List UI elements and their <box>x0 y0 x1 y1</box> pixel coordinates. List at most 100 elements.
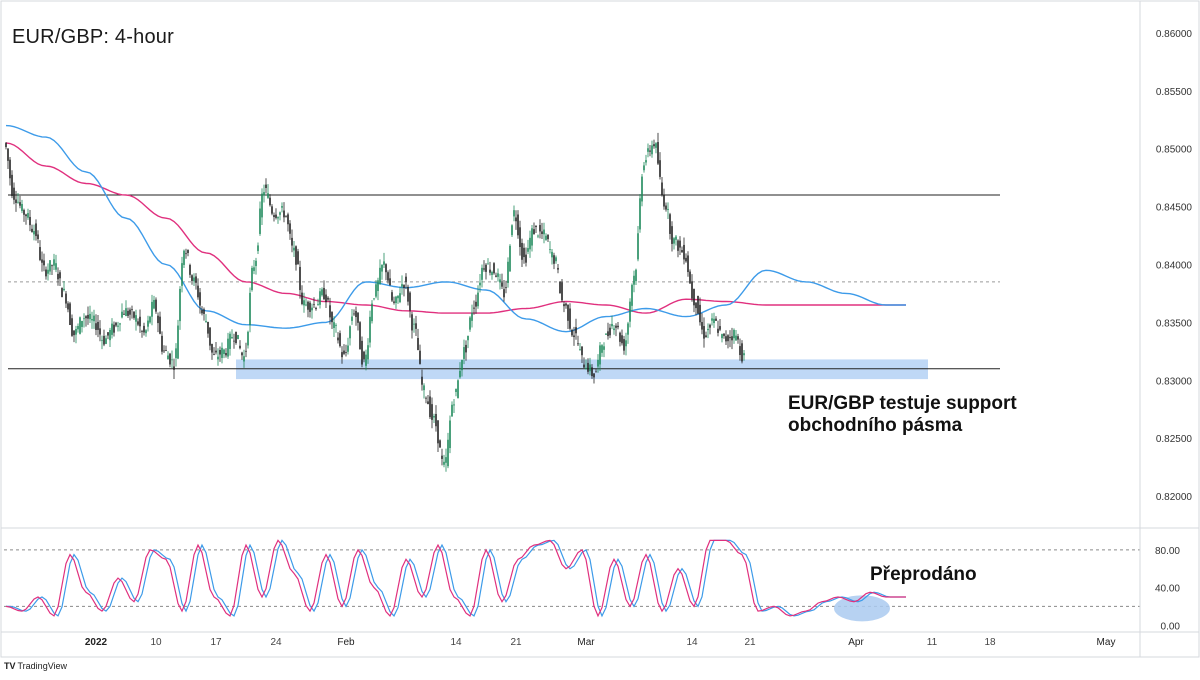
candle-body <box>565 303 567 306</box>
candle-body <box>117 325 119 327</box>
price-tick-label: 0.84500 <box>1156 203 1193 214</box>
candle-body <box>67 303 69 310</box>
candle-body <box>227 338 229 357</box>
oversold-ellipse <box>834 595 890 622</box>
candle-body <box>199 292 201 306</box>
candle-body <box>7 148 9 161</box>
candle-body <box>347 345 349 352</box>
candle-body <box>517 214 519 236</box>
candle-body <box>63 288 65 291</box>
candle-body <box>115 322 117 326</box>
candle-body <box>733 329 735 339</box>
candle-body <box>275 214 277 218</box>
oversold-annotation: Přeprodáno <box>870 564 977 585</box>
candle-body <box>551 251 553 258</box>
candle-body <box>713 318 715 324</box>
candle-body <box>691 281 693 299</box>
candle-body <box>207 321 209 334</box>
candle-body <box>407 286 409 302</box>
candle-body <box>83 318 85 320</box>
candle-body <box>293 247 295 251</box>
candle-body <box>303 300 305 306</box>
candle-body <box>419 350 421 364</box>
candle-body <box>665 205 667 210</box>
candle-body <box>333 322 335 328</box>
candle-body <box>707 328 709 331</box>
candle-body <box>111 323 113 335</box>
candle-body <box>285 215 287 217</box>
candle-body <box>29 216 31 226</box>
candle-body <box>503 289 505 298</box>
candle-body <box>27 213 29 218</box>
candle-body <box>489 269 491 273</box>
candle-body <box>719 326 721 330</box>
candle-body <box>163 350 165 352</box>
candle-body <box>459 370 461 378</box>
price-tick-label: 0.82500 <box>1156 434 1193 445</box>
candle-body <box>325 294 327 303</box>
candle-body <box>361 340 363 365</box>
candle-body <box>173 366 175 370</box>
candle-body <box>311 307 313 311</box>
support-annotation: EUR/GBP testuje support obchodního pásma <box>788 393 1017 437</box>
candle-body <box>667 208 669 210</box>
candle-body <box>169 353 171 365</box>
candle-body <box>321 289 323 296</box>
candle-body <box>449 420 451 449</box>
candle-body <box>635 269 637 282</box>
candle-body <box>107 332 109 336</box>
candle-body <box>127 310 129 316</box>
candle-body <box>435 413 437 427</box>
candle-body <box>245 350 247 352</box>
candle-body <box>401 284 403 287</box>
candle-body <box>217 356 219 360</box>
candle-body <box>17 201 19 203</box>
candle-body <box>359 322 361 350</box>
candle-body <box>659 160 661 177</box>
candle-body <box>171 359 173 361</box>
tradingview-brand: TV TradingView <box>4 661 67 671</box>
candle-body <box>443 461 445 465</box>
candle-body <box>647 148 649 152</box>
candle-body <box>237 335 239 340</box>
support-zone <box>236 359 928 380</box>
oscillator-d-line <box>6 539 906 618</box>
candle-body <box>585 367 587 370</box>
candle-body <box>13 187 15 200</box>
candle-body <box>661 182 663 195</box>
candle-body <box>597 359 599 367</box>
candle-body <box>679 240 681 248</box>
candle-body <box>243 356 245 362</box>
candle-body <box>433 416 435 418</box>
candle-body <box>523 247 525 258</box>
candle-body <box>39 247 41 260</box>
candle-body <box>297 251 299 265</box>
candle-body <box>157 315 159 324</box>
candle-body <box>281 206 283 208</box>
support-annotation-line-2: obchodního pásma <box>788 415 963 436</box>
candle-body <box>349 326 351 339</box>
chart-frame <box>0 0 1200 658</box>
candle-body <box>655 143 657 148</box>
candle-body <box>417 337 419 351</box>
candle-body <box>705 335 707 338</box>
time-tick-label: Mar <box>577 637 595 648</box>
axes-layer: 0.86000 0.85500 0.85000 0.84500 0.84000 0.835… <box>0 0 1200 658</box>
candle-body <box>103 335 105 345</box>
candle-body <box>323 287 325 300</box>
candle-body <box>555 257 557 262</box>
candle-body <box>447 439 449 467</box>
candle-body <box>331 312 333 323</box>
candle-body <box>717 328 719 333</box>
candle-body <box>711 318 713 321</box>
candle-body <box>305 304 307 306</box>
candle-body <box>287 214 289 225</box>
candle-body <box>241 352 243 356</box>
candle-body <box>97 321 99 330</box>
candle-body <box>99 328 101 335</box>
candle-body <box>367 345 369 360</box>
candle-body <box>527 248 529 252</box>
candle-body <box>309 302 311 312</box>
candle-body <box>657 142 659 164</box>
candle-body <box>399 293 401 303</box>
